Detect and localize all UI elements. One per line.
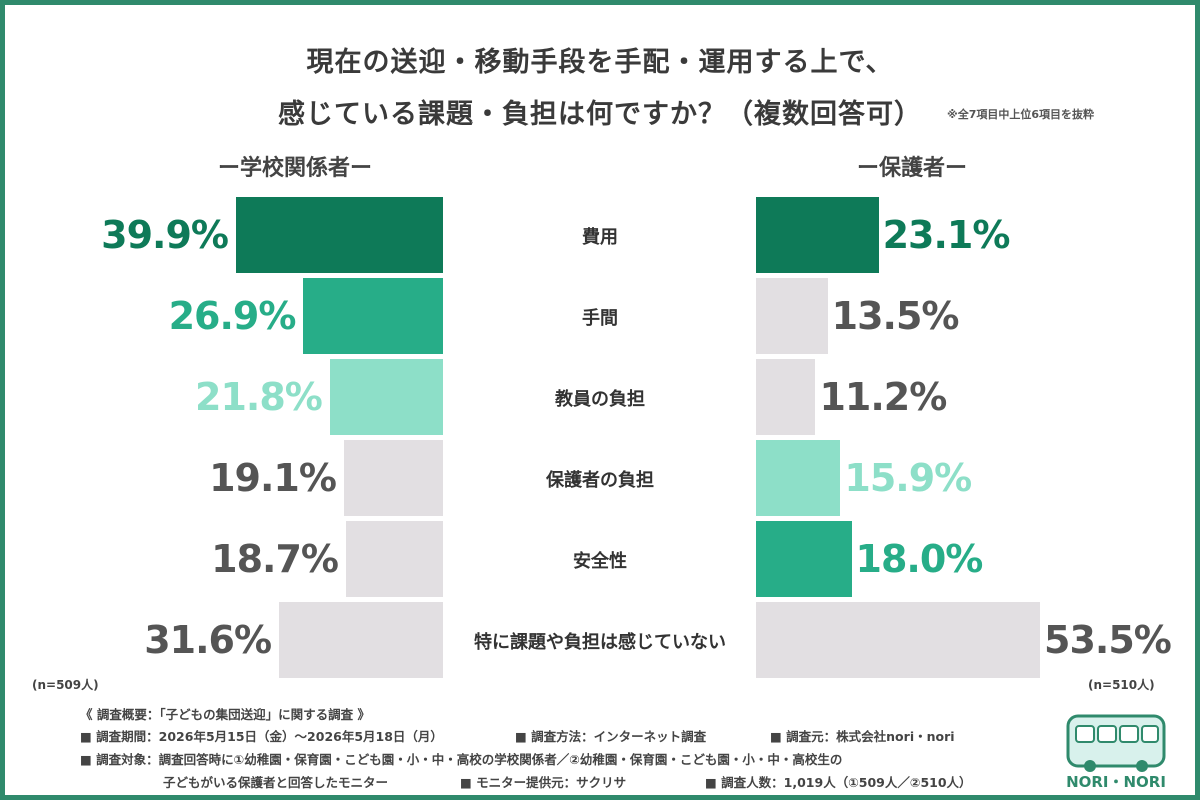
category-label-2: 教員の負担 bbox=[555, 389, 645, 410]
left-sample-size: (n=509人) bbox=[32, 678, 99, 692]
value-right-0: 23.1% bbox=[882, 213, 1011, 257]
bar-left-5 bbox=[279, 602, 443, 678]
value-right-3: 15.9% bbox=[844, 456, 972, 500]
category-label-1: 手間 bbox=[582, 308, 618, 329]
value-right-1: 13.5% bbox=[831, 294, 960, 338]
category-label-5: 特に課題や負担は感じていない bbox=[474, 632, 726, 653]
bar-left-3 bbox=[343, 440, 443, 516]
bar-right-3 bbox=[756, 440, 841, 516]
right-sample-size: (n=510人) bbox=[1088, 678, 1155, 692]
chart-note: ※全7項目中上位6項目を抜粋 bbox=[947, 108, 1095, 121]
survey-source: ■ 調査元：株式会社nori・nori bbox=[770, 729, 955, 744]
value-left-3: 19.1% bbox=[209, 456, 337, 500]
value-right-5: 53.5% bbox=[1044, 618, 1172, 662]
chart-title-line2: 感じている課題・負担は何ですか？（複数回答可） bbox=[278, 99, 922, 130]
category-label-3: 保護者の負担 bbox=[546, 470, 654, 491]
survey-period: ■ 調査期間：2026年5月15日（金）～2026年5月18日（月） bbox=[80, 729, 443, 744]
bar-right-2 bbox=[756, 359, 816, 435]
bar-left-2 bbox=[329, 359, 443, 435]
bar-right-5 bbox=[756, 602, 1040, 678]
value-right-2: 11.2% bbox=[819, 375, 947, 419]
right-group-label: ー保護者ー bbox=[856, 156, 967, 181]
bar-right-1 bbox=[756, 278, 828, 354]
survey-target-cont: 子どもがいる保護者と回答したモニター bbox=[163, 775, 389, 790]
survey-provider: ■ モニター提供元：サクリサ bbox=[460, 775, 627, 790]
survey-count: ■ 調査人数：1,019人（①509人／②510人） bbox=[705, 775, 972, 790]
value-left-5: 31.6% bbox=[144, 618, 272, 662]
bar-left-1 bbox=[303, 278, 443, 354]
value-right-4: 18.0% bbox=[855, 537, 984, 581]
logo-text: NORI・NORI bbox=[1066, 773, 1166, 791]
bar-right-0 bbox=[756, 197, 879, 273]
survey-method: ■ 調査方法：インターネット調査 bbox=[515, 729, 707, 744]
bar-left-0 bbox=[236, 197, 443, 273]
value-left-0: 39.9% bbox=[101, 213, 229, 257]
survey-heading: 《 調査概要：「子どもの集団送迎」に関する調査 》 bbox=[80, 707, 370, 722]
nori-nori-logo: NORI・NORI bbox=[1066, 714, 1166, 791]
bar-right-4 bbox=[756, 521, 852, 597]
left-group-label: ー学校関係者ー bbox=[217, 156, 372, 181]
category-label-0: 費用 bbox=[582, 227, 618, 248]
value-left-4: 18.7% bbox=[211, 537, 339, 581]
value-left-1: 26.9% bbox=[168, 294, 297, 338]
value-left-2: 21.8% bbox=[195, 375, 323, 419]
category-label-4: 安全性 bbox=[573, 551, 627, 572]
bar-left-4 bbox=[345, 521, 443, 597]
chart-title-line1: 現在の送迎・移動手段を手配・運用する上で、 bbox=[306, 47, 894, 78]
survey-target: ■ 調査対象：調査回答時に①幼稚園・保育園・こども園・小・中・高校の学校関係者／… bbox=[80, 752, 843, 767]
